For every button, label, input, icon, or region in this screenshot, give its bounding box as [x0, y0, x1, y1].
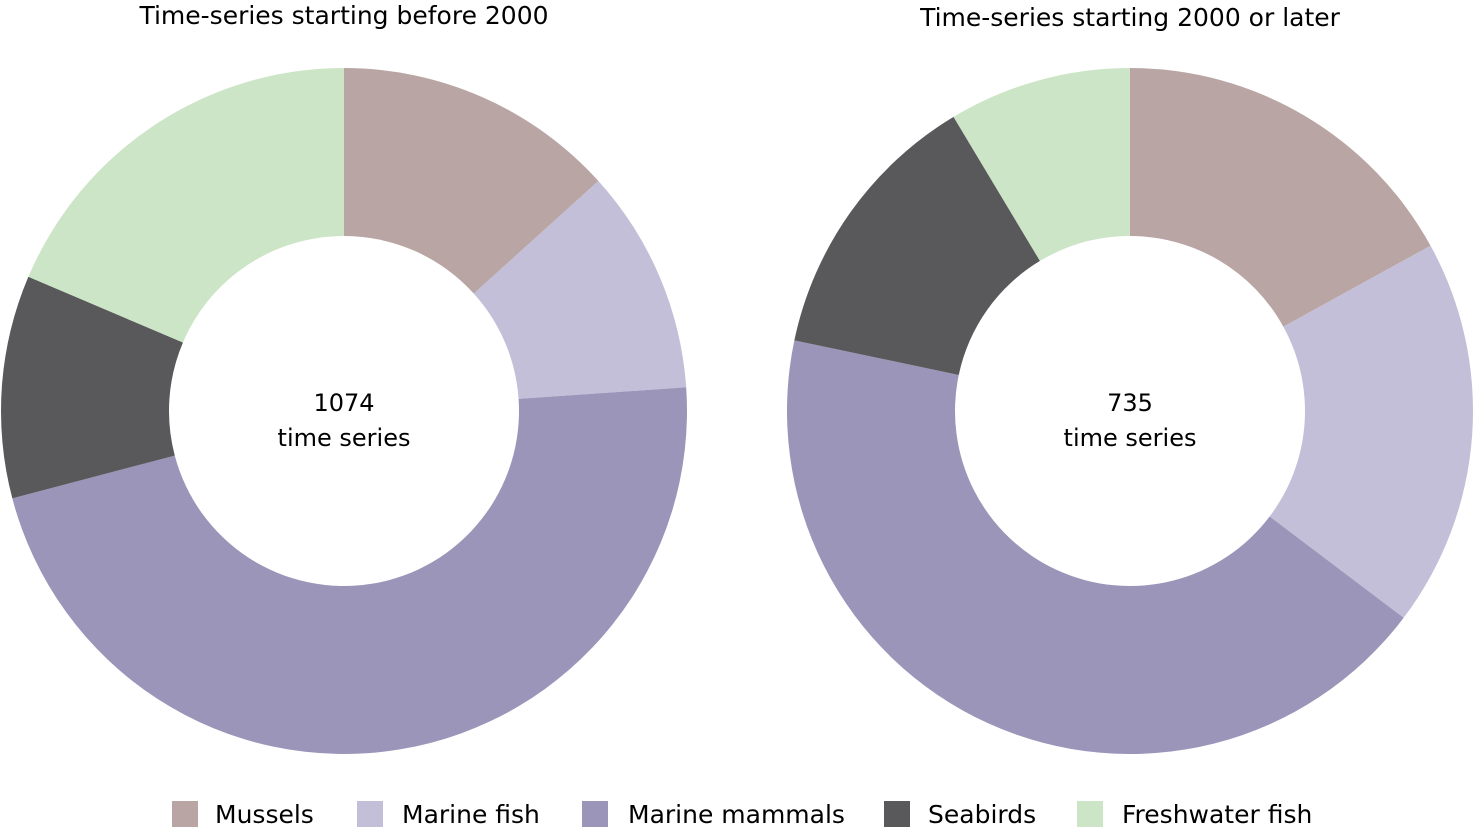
- legend-label-freshwater-fish: Freshwater fish: [1122, 800, 1312, 829]
- legend: Mussels Marine fish Marine mammals Seabi…: [172, 800, 1312, 829]
- slice-marine-fish: [473, 180, 687, 399]
- slice-freshwater-fish: [28, 68, 345, 343]
- slice-marine-mammals: [787, 340, 1404, 754]
- legend-label-marine-mammals: Marine mammals: [628, 800, 845, 829]
- slice-marine-mammals: [12, 387, 688, 755]
- slice-mussels: [1130, 68, 1431, 327]
- slice-seabirds: [0, 276, 183, 499]
- slice-freshwater-fish: [953, 68, 1130, 261]
- slice-marine-fish: [1269, 245, 1474, 618]
- chart-title-right: Time-series starting 2000 or later: [919, 3, 1341, 32]
- chart-title-left: Time-series starting before 2000: [138, 1, 548, 30]
- slice-mussels: [344, 68, 599, 294]
- legend-swatch-marine-mammals: [582, 801, 608, 827]
- slice-seabirds: [794, 116, 1040, 375]
- legend-label-mussels: Mussels: [215, 800, 314, 829]
- donut-right: [787, 68, 1474, 754]
- legend-label-seabirds: Seabirds: [928, 800, 1036, 829]
- legend-swatch-seabirds: [884, 801, 910, 827]
- legend-swatch-mussels: [172, 801, 198, 827]
- legend-swatch-marine-fish: [357, 801, 383, 827]
- center-unit-right: time series: [1064, 424, 1197, 452]
- center-count-right: 735: [1107, 389, 1153, 417]
- legend-swatch-freshwater-fish: [1077, 801, 1103, 827]
- donut-left: [0, 68, 688, 755]
- center-count-left: 1074: [313, 389, 374, 417]
- center-unit-left: time series: [278, 424, 411, 452]
- legend-label-marine-fish: Marine fish: [402, 800, 540, 829]
